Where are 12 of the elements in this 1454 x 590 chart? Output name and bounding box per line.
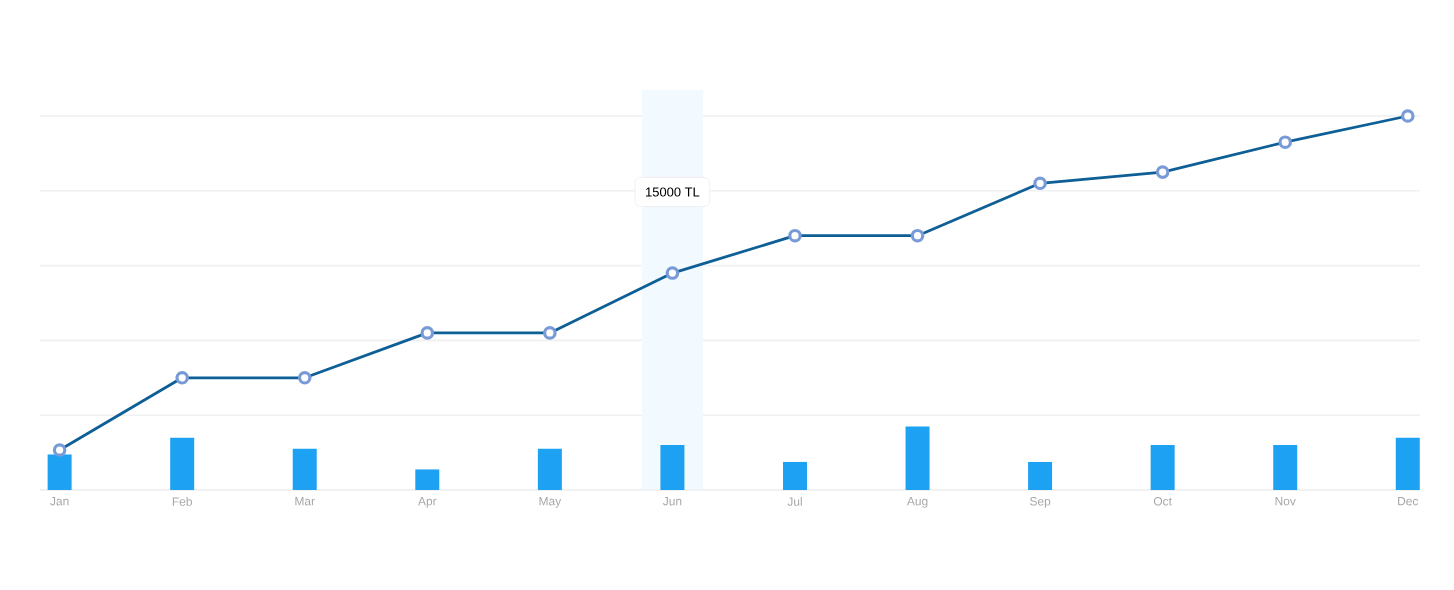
bar <box>1028 461 1053 490</box>
bar <box>782 461 807 490</box>
bar <box>1150 445 1175 490</box>
bar <box>660 445 685 490</box>
bar <box>170 437 195 490</box>
bar <box>537 448 562 490</box>
bar <box>292 448 317 490</box>
bar <box>1273 445 1298 490</box>
bar <box>415 469 440 490</box>
bar <box>47 454 72 490</box>
bar <box>905 426 930 490</box>
bar <box>1395 437 1420 490</box>
